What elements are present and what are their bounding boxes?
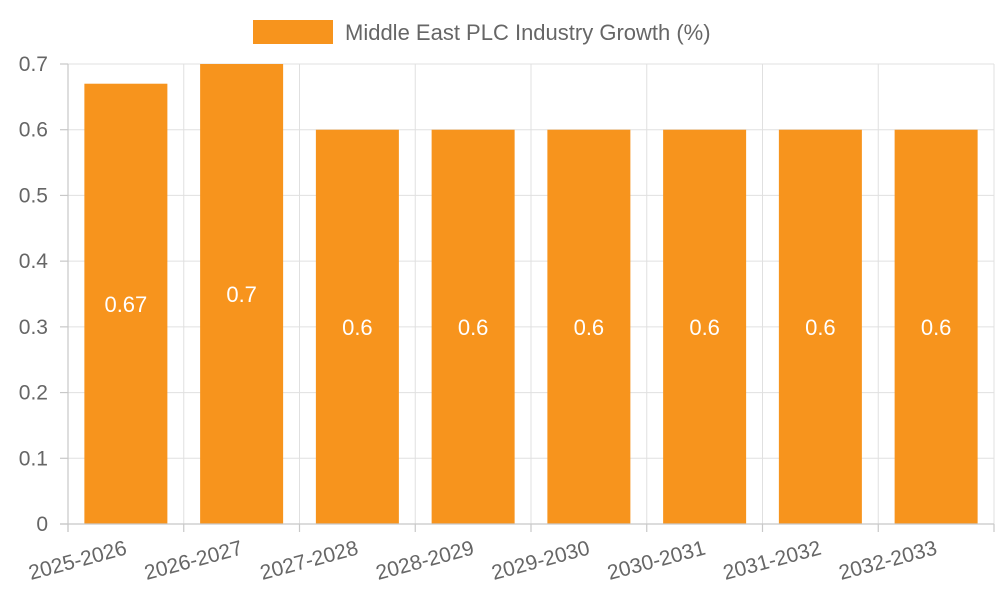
x-tick-label: 2032-2033 [836, 537, 939, 585]
data-label: 0.67 [104, 292, 147, 317]
data-label: 0.6 [805, 315, 836, 340]
x-tick-label: 2030-2031 [605, 537, 708, 585]
legend-label[interactable]: Middle East PLC Industry Growth (%) [345, 20, 711, 45]
data-label: 0.6 [458, 315, 489, 340]
bar-2026-2027[interactable] [200, 64, 284, 524]
bar-2025-2026[interactable] [84, 83, 168, 524]
data-label: 0.6 [689, 315, 720, 340]
bar-layer [84, 64, 978, 524]
data-label: 0.7 [226, 282, 257, 307]
axis-layer [60, 63, 995, 532]
data-label-layer: 0.67 0.7 0.6 0.6 0.6 0.6 0.6 0.6 [104, 282, 951, 340]
y-tick-label: 0.7 [19, 53, 48, 76]
bar-2029-2030[interactable] [547, 129, 631, 524]
x-tick-label: 2026-2027 [142, 537, 245, 585]
y-tick-label: 0.6 [19, 119, 48, 142]
y-tick-label: 0.3 [19, 316, 48, 339]
bar-2028-2029[interactable] [431, 129, 515, 524]
data-label: 0.6 [342, 315, 373, 340]
bar-2031-2032[interactable] [778, 129, 862, 524]
bar-2030-2031[interactable] [663, 129, 747, 524]
data-label: 0.6 [574, 315, 605, 340]
x-tick-label: 2029-2030 [489, 537, 592, 585]
y-tick-label: 0.4 [19, 250, 49, 273]
x-tick-label: 2031-2032 [721, 537, 824, 585]
data-label: 0.6 [921, 315, 952, 340]
y-tick-label: 0 [36, 513, 48, 536]
legend-swatch[interactable] [253, 20, 333, 44]
y-tick-label: 0.5 [19, 184, 48, 207]
x-tick-label: 2027-2028 [258, 537, 361, 585]
x-axis-ticks: 2025-2026 2026-2027 2027-2028 2028-2029 2029… [26, 537, 939, 585]
bar-2032-2033[interactable] [894, 129, 978, 524]
bar-2027-2028[interactable] [315, 129, 399, 524]
y-axis-ticks: 0 0.1 0.2 0.3 0.4 0.5 0.6 0.7 [19, 53, 49, 536]
y-tick-label: 0.2 [19, 382, 48, 405]
legend[interactable]: Middle East PLC Industry Growth (%) [253, 20, 711, 45]
x-tick-label: 2025-2026 [26, 537, 129, 585]
x-tick-label: 2028-2029 [373, 537, 476, 585]
y-tick-label: 0.1 [19, 447, 48, 470]
